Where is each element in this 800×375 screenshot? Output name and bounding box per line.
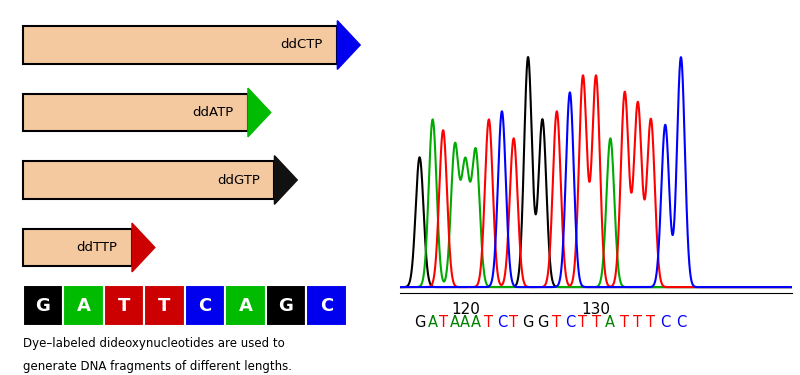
FancyBboxPatch shape bbox=[306, 285, 346, 326]
FancyBboxPatch shape bbox=[22, 285, 63, 326]
Polygon shape bbox=[338, 21, 360, 69]
Text: T: T bbox=[118, 297, 130, 315]
Text: T: T bbox=[552, 315, 562, 330]
FancyBboxPatch shape bbox=[144, 285, 185, 326]
Polygon shape bbox=[248, 88, 270, 137]
Polygon shape bbox=[132, 223, 155, 272]
Text: T: T bbox=[509, 315, 518, 330]
Text: T: T bbox=[158, 297, 170, 315]
FancyBboxPatch shape bbox=[22, 94, 248, 131]
Text: T: T bbox=[634, 315, 642, 330]
Text: G: G bbox=[35, 297, 50, 315]
Text: A: A bbox=[606, 315, 615, 330]
Text: T: T bbox=[484, 315, 494, 330]
FancyBboxPatch shape bbox=[22, 161, 274, 199]
Text: G: G bbox=[278, 297, 294, 315]
Text: A: A bbox=[450, 315, 460, 330]
Text: A: A bbox=[470, 315, 481, 330]
FancyBboxPatch shape bbox=[63, 285, 104, 326]
Text: T: T bbox=[591, 315, 601, 330]
Text: C: C bbox=[198, 297, 211, 315]
Text: C: C bbox=[565, 315, 575, 330]
Text: T: T bbox=[438, 315, 448, 330]
Text: T: T bbox=[620, 315, 630, 330]
Text: ddGTP: ddGTP bbox=[217, 174, 260, 186]
FancyBboxPatch shape bbox=[225, 285, 266, 326]
Text: ddTTP: ddTTP bbox=[76, 241, 118, 254]
Text: C: C bbox=[497, 315, 507, 330]
Text: C: C bbox=[320, 297, 333, 315]
Text: T: T bbox=[646, 315, 655, 330]
Text: T: T bbox=[578, 315, 587, 330]
Text: Dye–labeled dideoxynucleotides are used to: Dye–labeled dideoxynucleotides are used … bbox=[22, 338, 285, 351]
FancyBboxPatch shape bbox=[22, 26, 338, 64]
Text: A: A bbox=[460, 315, 470, 330]
Text: generate DNA fragments of different lengths.: generate DNA fragments of different leng… bbox=[22, 360, 292, 373]
Text: ddCTP: ddCTP bbox=[280, 39, 322, 51]
Text: A: A bbox=[238, 297, 252, 315]
FancyBboxPatch shape bbox=[22, 229, 132, 266]
Text: A: A bbox=[428, 315, 438, 330]
Text: G: G bbox=[414, 315, 426, 330]
Text: A: A bbox=[77, 297, 90, 315]
Text: G: G bbox=[537, 315, 548, 330]
FancyBboxPatch shape bbox=[104, 285, 144, 326]
Text: G: G bbox=[522, 315, 534, 330]
Text: ddATP: ddATP bbox=[192, 106, 234, 119]
FancyBboxPatch shape bbox=[185, 285, 225, 326]
Text: C: C bbox=[660, 315, 670, 330]
FancyBboxPatch shape bbox=[266, 285, 306, 326]
Text: C: C bbox=[676, 315, 686, 330]
Polygon shape bbox=[274, 156, 298, 204]
